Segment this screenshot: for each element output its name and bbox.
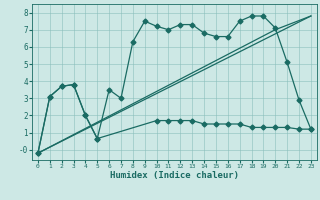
X-axis label: Humidex (Indice chaleur): Humidex (Indice chaleur) [110, 171, 239, 180]
